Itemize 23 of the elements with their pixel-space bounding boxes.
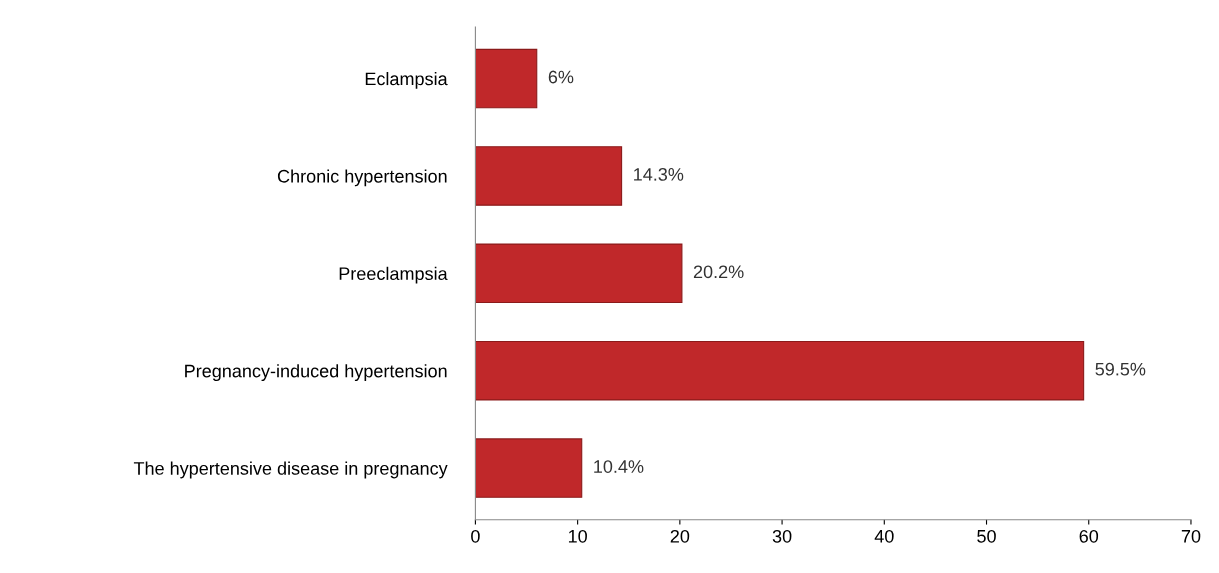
bar [475, 438, 583, 498]
data-label: 6% [548, 70, 574, 84]
data-label: 10.4% [594, 460, 644, 473]
bar [475, 243, 683, 304]
y-tick-label: Pregnancy-induced hypertension [185, 364, 447, 381]
x-tick-label: 50 [977, 529, 996, 543]
data-label: 59.5% [1095, 362, 1146, 376]
data-label: 14.3% [634, 167, 684, 181]
x-tick-label: 10 [568, 529, 587, 543]
y-tick-label: The hypertensive disease in pregnancy [133, 461, 448, 479]
data-label: 20.2% [693, 265, 744, 279]
x-tick-label: 20 [670, 529, 690, 543]
bar [475, 340, 1085, 401]
x-tick-label: 40 [874, 529, 894, 543]
bar [475, 146, 623, 206]
y-tick-label: Eclampsia [365, 72, 448, 89]
y-tick-label: Preeclampsia [339, 266, 448, 284]
y-tick-label: Chronic hypertension [277, 169, 447, 187]
bar [475, 48, 538, 109]
x-tick-label: 30 [772, 529, 792, 543]
x-tick-label: 60 [1079, 529, 1099, 543]
x-tick-label: 0 [471, 529, 480, 543]
x-tick-label: 70 [1181, 529, 1201, 543]
